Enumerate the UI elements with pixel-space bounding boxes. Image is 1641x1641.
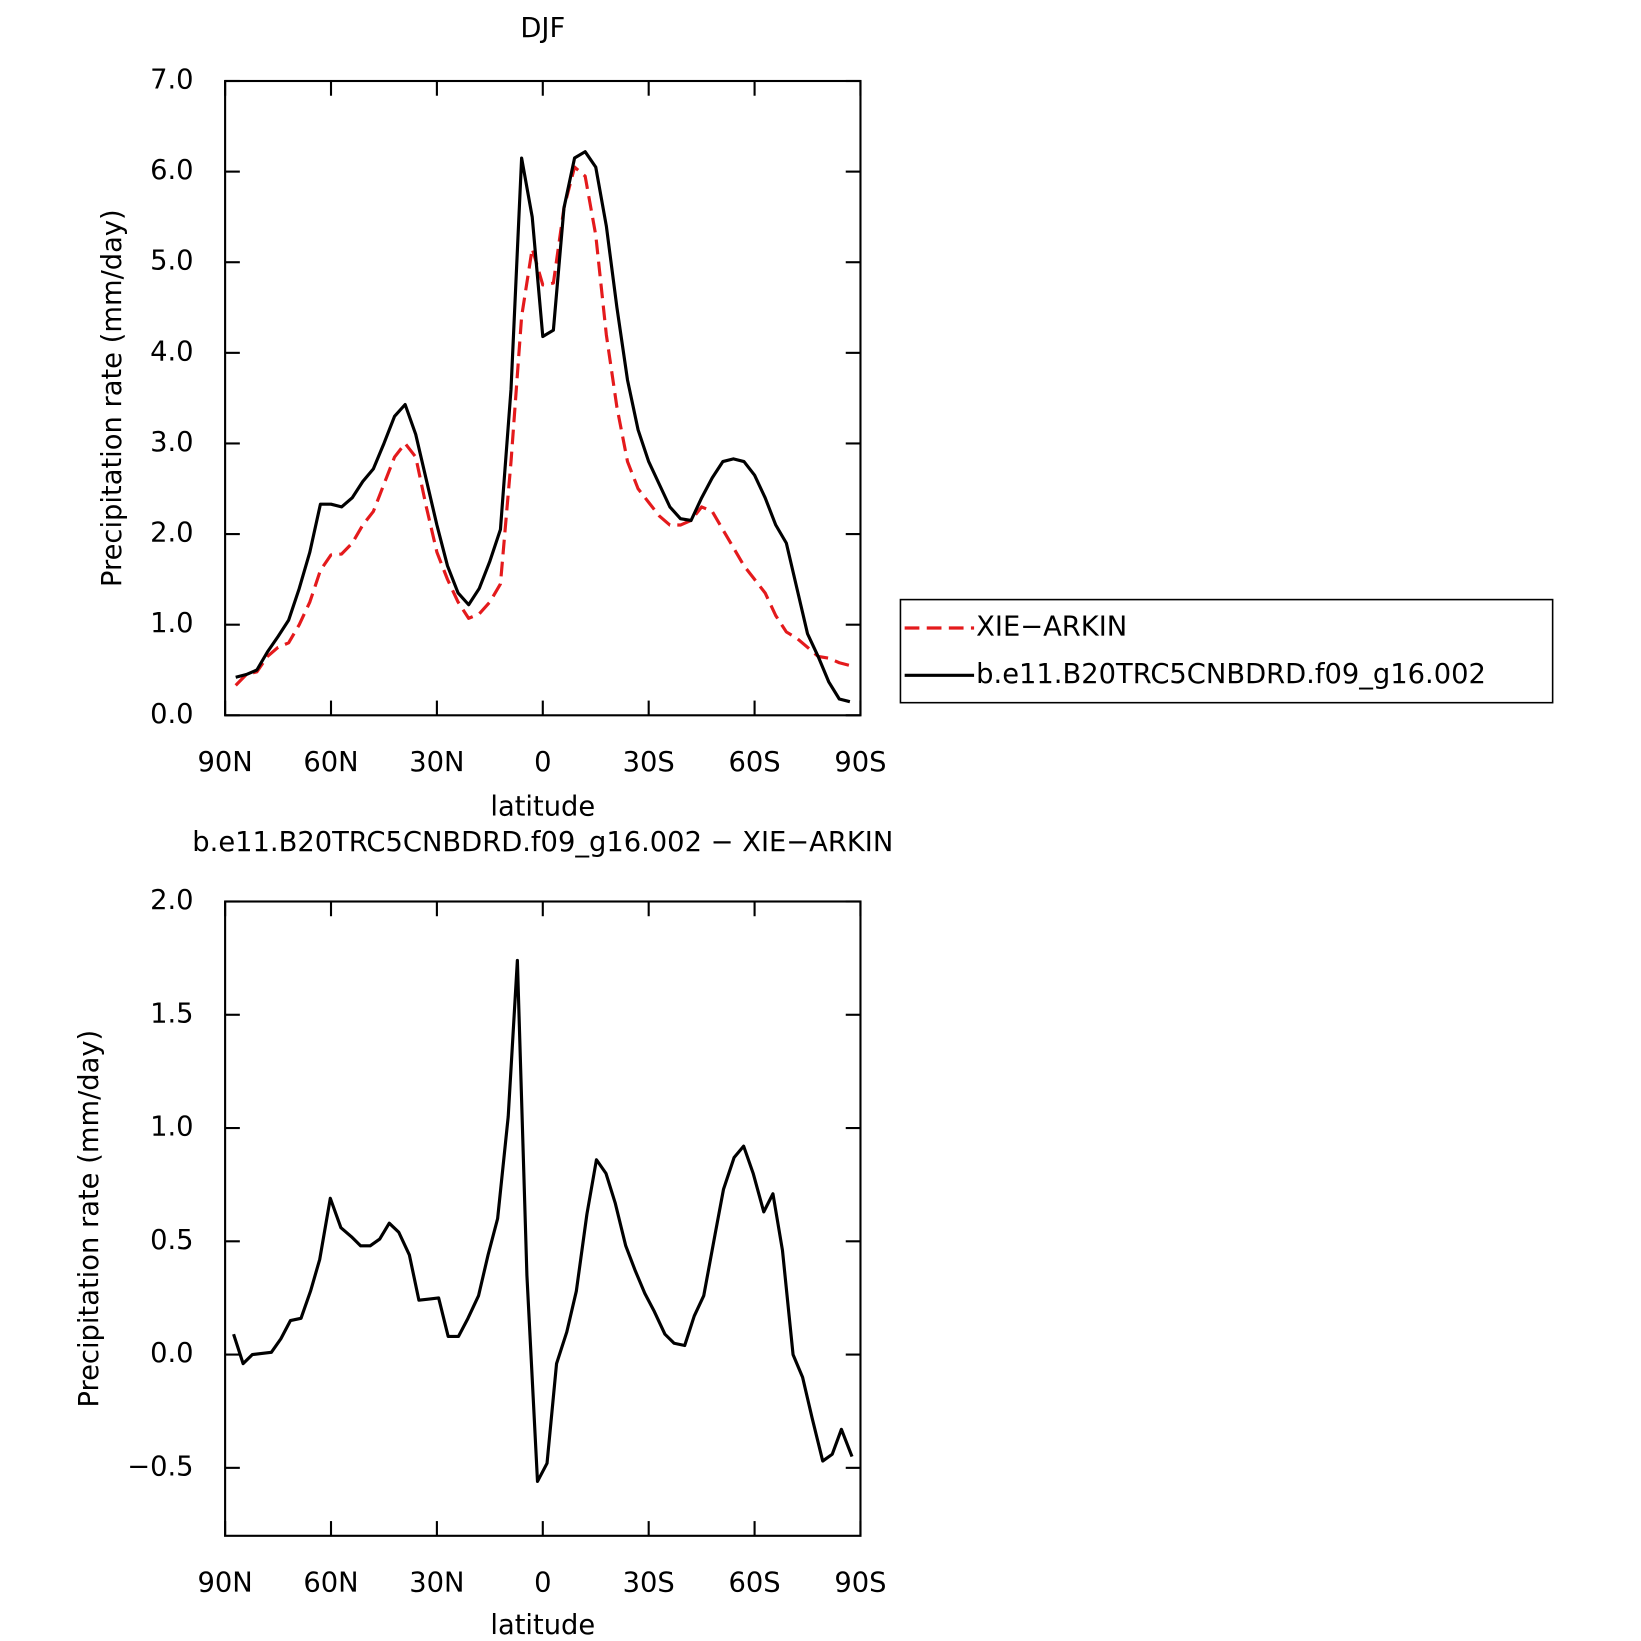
x-tick-label: 60S (729, 747, 781, 778)
y-tick-label: 2.0 (150, 885, 193, 916)
x-tick-label: 30S (623, 747, 675, 778)
y-tick-label: 5.0 (150, 246, 193, 277)
y-tick-label: 6.0 (150, 155, 193, 186)
x-axis-label: latitude (490, 791, 595, 822)
y-tick-label: 0.5 (150, 1225, 193, 1256)
x-tick-label: 60S (729, 1568, 781, 1599)
x-tick-label: 90S (834, 747, 886, 778)
data-line (234, 165, 851, 687)
y-tick-label: 3.0 (150, 427, 193, 458)
y-tick-label: −0.5 (127, 1451, 193, 1482)
x-axis-label: latitude (490, 1610, 595, 1641)
chart-title: DJF (520, 13, 565, 44)
legend-box (899, 598, 1554, 704)
y-tick-label: 0.0 (150, 1338, 193, 1369)
y-tick-label: 2.0 (150, 518, 193, 549)
data-line (232, 958, 854, 1484)
x-tick-label: 0 (534, 1568, 551, 1599)
y-tick-label: 7.0 (150, 64, 193, 95)
x-tick-label: 60N (303, 747, 358, 778)
y-tick-label: 1.0 (150, 608, 193, 639)
y-tick-label: 0.0 (150, 699, 193, 730)
y-axis-label: Precipitation rate (mm/day) (74, 1030, 105, 1408)
legend-label: b.e11.B20TRC5CNBDRD.f09_g16.002 (976, 659, 1486, 690)
y-tick-label: 1.0 (150, 1112, 193, 1143)
y-tick-label: 4.0 (150, 336, 193, 367)
chart-title: b.e11.B20TRC5CNBDRD.f09_g16.002 − XIE−AR… (192, 827, 893, 858)
data-line (235, 150, 851, 704)
x-tick-label: 30N (409, 747, 464, 778)
x-tick-label: 30N (409, 1568, 464, 1599)
x-tick-label: 90N (198, 747, 253, 778)
plot-frame (224, 79, 862, 717)
y-tick-label: 1.5 (150, 998, 193, 1029)
x-tick-label: 90N (198, 1568, 253, 1599)
legend-label: XIE−ARKIN (976, 611, 1127, 642)
plot-frame (224, 900, 862, 1537)
x-tick-label: 60N (303, 1568, 358, 1599)
x-tick-label: 90S (834, 1568, 886, 1599)
x-tick-label: 0 (534, 747, 551, 778)
x-tick-label: 30S (623, 1568, 675, 1599)
y-axis-label: Precipitation rate (mm/day) (97, 209, 128, 587)
